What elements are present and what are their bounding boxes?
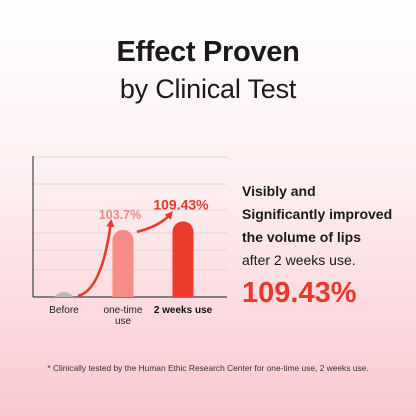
value-label-two-weeks: 109.43% (153, 196, 209, 212)
growth-arrow-2 (136, 211, 173, 234)
category-label-two-weeks: 2 weeks use (154, 305, 213, 316)
growth-arrow-1 (77, 218, 115, 298)
claim-line-3: the volume of lips (242, 229, 362, 245)
claim-block: Visibly and Significantly improved the v… (242, 180, 412, 312)
footnote: * Clinically tested by the Human Ethic R… (47, 363, 369, 373)
headline: Effect Proven (116, 36, 300, 68)
category-label-before: Before (49, 305, 79, 316)
value-label-one-time: 103.7% (99, 208, 141, 222)
bar-1 (53, 291, 75, 303)
claim-line-2: Significantly improved (242, 206, 393, 222)
bar-3 (172, 221, 194, 297)
bar-chart: 103.7% 109.43% Before one-time use 2 weeks us… (32, 156, 227, 327)
category-label-one-time: one-time use (104, 305, 143, 327)
claim-line-4: after 2 weeks use. (242, 252, 356, 268)
subheadline: by Clinical Test (119, 74, 297, 104)
bar-2 (112, 229, 134, 297)
claim-line-1: Visibly and (242, 183, 316, 199)
claim-highlight: 109.43% (242, 277, 357, 309)
